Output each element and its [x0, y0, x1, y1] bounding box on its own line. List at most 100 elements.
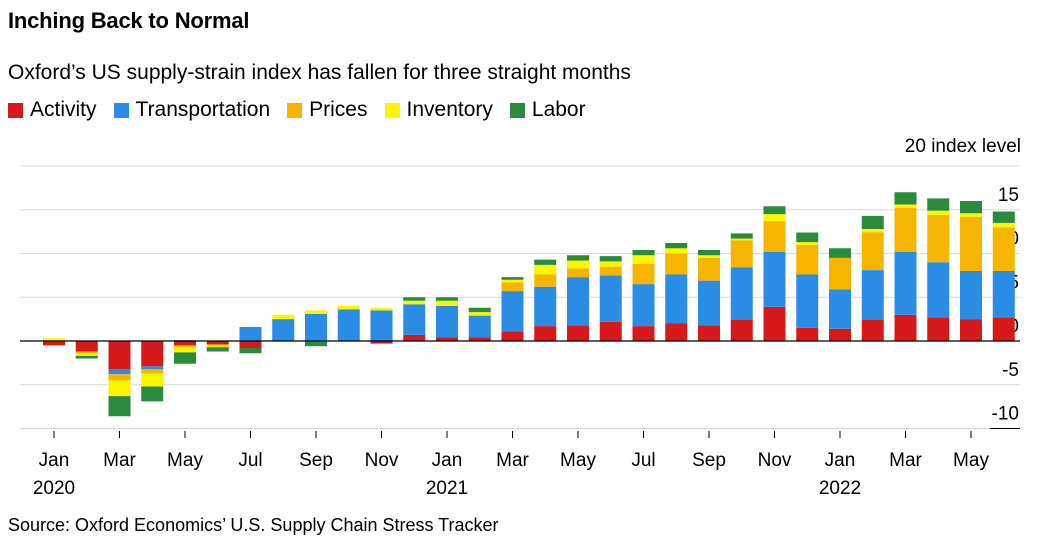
bar-segment-labor	[436, 297, 458, 301]
bar-segment-labor	[174, 352, 196, 364]
bar-segment-inventory	[206, 344, 229, 348]
bar-segment-activity	[370, 341, 393, 344]
bar-segment-inventory	[370, 307, 393, 311]
bar-segment-transportation	[436, 306, 458, 338]
bar-segment-inventory	[927, 210, 950, 215]
bar-segment-prices	[698, 257, 720, 281]
bar-segment-transportation	[337, 309, 360, 341]
bar-segment-prices	[632, 264, 655, 285]
bar-segment-prices	[992, 227, 1015, 271]
legend-swatch	[287, 102, 303, 118]
bar-segment-inventory	[992, 222, 1015, 228]
bar-segment-labor	[305, 341, 327, 347]
bar-segment-labor	[206, 347, 229, 352]
bar-segment-transportation	[829, 289, 851, 329]
y-tick-label: -5	[1002, 360, 1019, 381]
x-tick-label: Mar	[103, 450, 136, 471]
y-axis-label: 20 index level	[905, 136, 1021, 157]
bar-segment-activity	[567, 325, 589, 341]
x-tick-label: Mar	[889, 450, 922, 471]
x-tick-label: Jul	[631, 450, 655, 471]
bar-segment-inventory	[534, 264, 557, 275]
chart-subtitle: Oxford’s US supply-strain index has fall…	[8, 61, 631, 84]
bar-segment-transportation	[632, 284, 655, 327]
bar-segment-transportation	[108, 369, 131, 375]
bar-segment-labor	[239, 348, 262, 354]
legend-swatch	[8, 102, 23, 118]
legend-swatch	[509, 102, 525, 118]
bar-segment-prices	[927, 215, 950, 263]
bar-segment-prices	[75, 351, 98, 354]
bar-segment-labor	[894, 192, 917, 205]
legend-label: Activity	[30, 98, 97, 121]
bar-segment-transportation	[861, 270, 884, 320]
x-tick-year-label: 2022	[819, 478, 861, 499]
bar-segment-transportation	[272, 319, 295, 341]
bar-segment-prices	[599, 266, 622, 276]
legend-item-prices: Prices	[287, 98, 368, 122]
bar-segment-inventory	[436, 300, 458, 306]
bar-segment-labor	[927, 198, 950, 211]
bar-segment-activity	[665, 323, 688, 341]
bar-segment-activity	[174, 341, 196, 346]
bar-segment-labor	[632, 250, 655, 256]
bar-segment-prices	[108, 374, 131, 381]
bar-segment-inventory	[141, 373, 164, 387]
bar-segment-activity	[829, 328, 851, 341]
bar-segment-activity	[403, 334, 426, 341]
x-tick-label: Jan	[825, 450, 856, 471]
source-note: Source: Oxford Economics’ U.S. Supply Ch…	[8, 515, 499, 535]
bar-segment-prices	[501, 282, 524, 292]
bar-segment-transportation	[239, 327, 262, 341]
x-tick-label: Sep	[692, 450, 726, 471]
bar-segment-activity	[960, 319, 982, 341]
bar-segment-labor	[567, 255, 589, 261]
bar-segment-labor	[468, 307, 491, 313]
x-tick-label: Jan	[39, 450, 70, 471]
bar-segment-prices	[829, 257, 851, 290]
bar-segment-inventory	[272, 314, 295, 320]
x-tick-label: May	[560, 450, 596, 471]
legend-item-transportation: Transportation	[113, 98, 271, 122]
bar-segment-labor	[534, 259, 557, 265]
bar-segment-inventory	[43, 338, 65, 341]
bar-segment-transportation	[534, 286, 557, 327]
bar-segment-inventory	[698, 255, 720, 258]
bar-segment-prices	[960, 216, 982, 271]
bar-segment-inventory	[75, 353, 98, 356]
x-tick-year-label: 2020	[33, 478, 75, 499]
bar-segment-transportation	[992, 271, 1015, 318]
bar-segment-activity	[108, 341, 131, 369]
bar-segment-labor	[730, 233, 753, 239]
bar-segment-activity	[468, 337, 491, 341]
bar-segment-prices	[567, 268, 589, 278]
bar-segment-prices	[174, 345, 196, 348]
bar-segment-inventory	[861, 229, 884, 233]
x-tick-label: May	[953, 450, 989, 471]
legend-label: Transportation	[135, 98, 271, 121]
bar-segment-transportation	[567, 277, 589, 326]
bar-segment-inventory	[174, 347, 196, 353]
bar-segment-activity	[501, 331, 524, 341]
bar-segment-transportation	[763, 251, 786, 307]
bar-segment-inventory	[763, 214, 786, 222]
bar-segment-labor	[599, 256, 622, 262]
bar-segment-inventory	[337, 306, 360, 310]
bar-segment-labor	[861, 215, 884, 229]
bar-segment-activity	[927, 317, 950, 341]
bar-segment-labor	[796, 232, 819, 243]
bar-segment-activity	[894, 314, 917, 341]
bar-segment-transportation	[730, 267, 753, 320]
bar-segment-activity	[992, 317, 1015, 341]
bar-segment-activity	[632, 326, 655, 341]
bar-segment-transportation	[927, 262, 950, 318]
x-tick-label: Jan	[432, 450, 463, 471]
legend-swatch	[113, 102, 129, 118]
bar-segment-transportation	[894, 251, 917, 315]
bar-segment-prices	[141, 369, 164, 374]
bar-segment-inventory	[108, 380, 131, 397]
bar-segment-labor	[665, 243, 688, 249]
bar-segment-prices	[861, 232, 884, 271]
bar-segment-transportation	[665, 274, 688, 324]
